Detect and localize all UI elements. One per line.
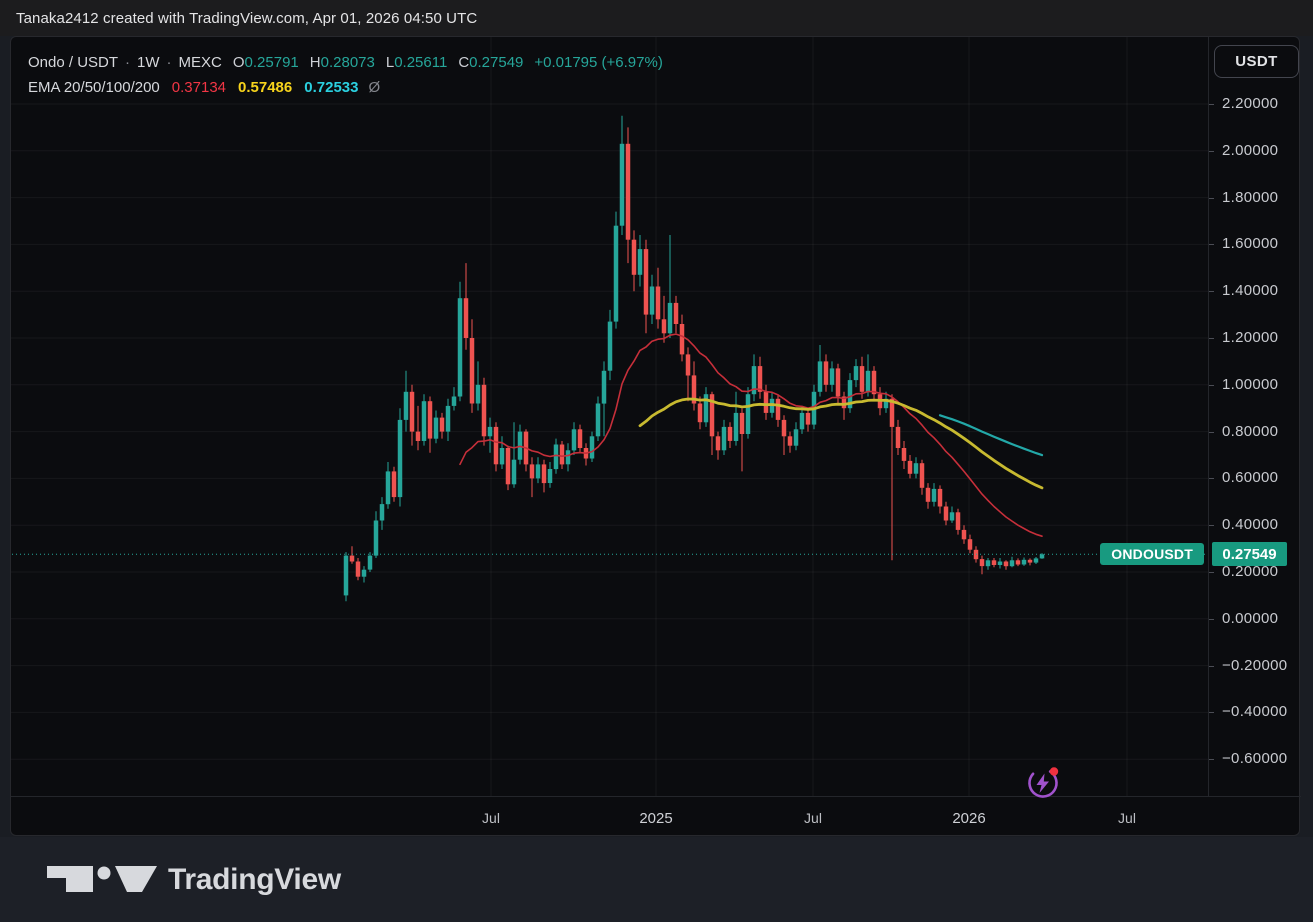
price-tick-mark bbox=[1209, 619, 1214, 620]
ema-20-line bbox=[459, 333, 1043, 538]
price-tick-label: 0.40000 bbox=[1222, 516, 1279, 533]
price-tick-mark bbox=[1209, 525, 1214, 526]
price-tick-mark bbox=[1209, 712, 1214, 713]
interval-label[interactable]: 1W bbox=[137, 54, 160, 71]
time-axis-label: 2026 bbox=[952, 810, 986, 827]
high-value: H0.28073 bbox=[309, 54, 375, 71]
candles-layer[interactable] bbox=[343, 115, 1045, 602]
low-value: L0.25611 bbox=[385, 54, 448, 71]
price-tick-label: 1.00000 bbox=[1222, 376, 1279, 393]
time-axis-label: 2025 bbox=[639, 810, 673, 827]
price-tick-label: 0.80000 bbox=[1222, 423, 1279, 440]
price-tick-label: 1.40000 bbox=[1222, 282, 1279, 299]
price-tick-label: −0.60000 bbox=[1222, 750, 1288, 767]
attribution-text: Tanaka2412 created with TradingView.com,… bbox=[16, 9, 478, 27]
time-axis-label: Jul bbox=[804, 810, 822, 826]
price-tick-mark bbox=[1209, 572, 1214, 573]
lightning-bolt-icon bbox=[1036, 773, 1049, 793]
price-tick-label: 2.00000 bbox=[1222, 142, 1279, 159]
price-tick-label: −0.20000 bbox=[1222, 657, 1288, 674]
chart-panel: 2.20000 2.00000 1.80000 1.60000 1.40000 1.200… bbox=[10, 36, 1301, 837]
price-tick-mark bbox=[1209, 291, 1214, 292]
price-line-symbol-badge: ONDOUSDT bbox=[1100, 543, 1204, 565]
ema-100-line bbox=[938, 414, 1044, 457]
price-axis[interactable]: 2.20000 2.00000 1.80000 1.60000 1.40000 1.200… bbox=[1208, 37, 1300, 796]
price-tick-label: 1.20000 bbox=[1222, 329, 1279, 346]
tradingview-logo-icon[interactable] bbox=[47, 866, 159, 893]
exchange-label: MEXC bbox=[178, 54, 222, 71]
separator-dot: · bbox=[125, 54, 131, 71]
price-tick-mark bbox=[1209, 198, 1214, 199]
close-value: C0.27549 bbox=[458, 54, 524, 71]
candlestick-chart[interactable] bbox=[11, 37, 1301, 837]
ema50-value: 0.57486 bbox=[238, 79, 293, 96]
price-tick-mark bbox=[1209, 478, 1214, 479]
notification-dot bbox=[1049, 767, 1059, 776]
ema-indicator-label[interactable]: EMA 20/50/100/200 bbox=[28, 79, 160, 96]
price-tick-label: 1.80000 bbox=[1222, 189, 1279, 206]
price-tick-mark bbox=[1209, 759, 1214, 760]
price-tick-label: −0.40000 bbox=[1222, 703, 1288, 720]
price-tick-mark bbox=[1209, 151, 1214, 152]
time-axis-label: Jul bbox=[482, 810, 500, 826]
price-tick-mark bbox=[1209, 338, 1214, 339]
price-tick-mark bbox=[1209, 104, 1214, 105]
price-tick-label: 2.20000 bbox=[1222, 95, 1279, 112]
ema100-value: 0.72533 bbox=[304, 79, 359, 96]
price-tick-mark bbox=[1209, 385, 1214, 386]
attribution-bar: Tanaka2412 created with TradingView.com,… bbox=[0, 0, 1313, 36]
time-axis[interactable]: Jul 2025 Jul 2026 Jul bbox=[11, 796, 1301, 836]
time-axis-label: Jul bbox=[1118, 810, 1136, 826]
price-tick-label: 0.20000 bbox=[1222, 563, 1279, 580]
currency-button-label: USDT bbox=[1235, 53, 1278, 70]
grid-layer bbox=[11, 37, 1208, 796]
flash-boost-icon[interactable] bbox=[1023, 763, 1063, 803]
footer-brand-text[interactable]: TradingView bbox=[168, 862, 341, 896]
ema-legend-row[interactable]: EMA 20/50/100/200 0.37134 0.57486 0.7253… bbox=[28, 75, 663, 100]
chart-legend: Ondo / USDT · 1W · MEXC O0.25791 H0.2807… bbox=[28, 50, 663, 100]
ema-50-line bbox=[638, 397, 1044, 490]
ema20-value: 0.37134 bbox=[171, 79, 227, 96]
symbol-legend-row[interactable]: Ondo / USDT · 1W · MEXC O0.25791 H0.2807… bbox=[28, 50, 663, 75]
ema200-empty-symbol: Ø bbox=[368, 79, 381, 96]
last-price-badge: 0.27549 bbox=[1212, 542, 1287, 566]
price-tick-mark bbox=[1209, 244, 1214, 245]
footer-bar: TradingView bbox=[0, 837, 1313, 922]
price-tick-label: 1.60000 bbox=[1222, 235, 1279, 252]
price-tick-label: 0.60000 bbox=[1222, 469, 1279, 486]
price-tick-mark bbox=[1209, 666, 1214, 667]
separator-dot: · bbox=[166, 54, 172, 71]
price-tick-mark bbox=[1209, 432, 1214, 433]
currency-toggle-button[interactable]: USDT bbox=[1214, 45, 1299, 78]
change-value: +0.01795 (+6.97%) bbox=[534, 54, 663, 71]
open-value: O0.25791 bbox=[232, 54, 299, 71]
price-tick-label: 0.00000 bbox=[1222, 610, 1279, 627]
symbol-title[interactable]: Ondo / USDT bbox=[28, 54, 119, 71]
